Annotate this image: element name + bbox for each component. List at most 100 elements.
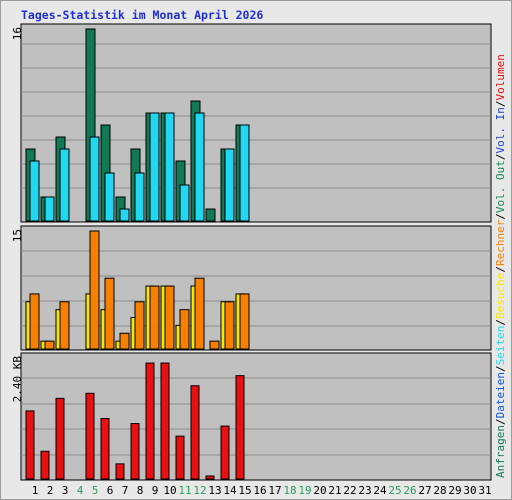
bar-volumen-day-9 bbox=[145, 362, 155, 480]
x-tick-label-day-5: 5 bbox=[92, 484, 99, 497]
bar-rechner-day-3 bbox=[59, 301, 70, 350]
x-tick-label-day-6: 6 bbox=[107, 484, 114, 497]
bar-seiten-day-12 bbox=[194, 112, 205, 222]
x-tick-label-day-30: 30 bbox=[463, 484, 476, 497]
legend-separator: / bbox=[494, 213, 507, 220]
legend-separator: / bbox=[494, 266, 507, 273]
x-tick-label-day-23: 23 bbox=[358, 484, 371, 497]
legend-item-besuche: Besuche bbox=[494, 273, 507, 319]
x-axis-labels: 1 2 3 4 5 6 7 8 9 10 11 12 13 14 15 16 17 18 19 20 21 22 23 24 2… bbox=[32, 484, 492, 497]
bar-volumen-day-15 bbox=[235, 375, 245, 480]
x-tick-label-day-2: 2 bbox=[47, 484, 54, 497]
x-tick-label-day-31: 31 bbox=[478, 484, 491, 497]
bar-volumen-day-3 bbox=[55, 397, 65, 480]
y-tick-label: 16 bbox=[11, 27, 24, 40]
bar-rechner-day-1 bbox=[29, 293, 40, 350]
bar-seiten-day-6 bbox=[104, 172, 115, 222]
x-tick-label-day-15: 15 bbox=[238, 484, 251, 497]
x-tick-label-day-25: 25 bbox=[388, 484, 401, 497]
legend-item-anfragen: Anfragen bbox=[494, 425, 507, 478]
bar-rechner-day-15 bbox=[239, 293, 250, 350]
vertical-legend: Anfragen/Dateien/Seiten/Besuche/Rechner/… bbox=[494, 54, 507, 478]
x-tick-label-day-19: 19 bbox=[298, 484, 311, 497]
x-tick-label-day-10: 10 bbox=[163, 484, 176, 497]
x-tick-label-day-14: 14 bbox=[223, 484, 237, 497]
panel-background bbox=[20, 352, 492, 481]
x-tick-label-day-24: 24 bbox=[373, 484, 387, 497]
bar-volumen-day-7 bbox=[115, 463, 125, 480]
bar-volumen-day-13 bbox=[205, 475, 215, 480]
x-tick-label-day-8: 8 bbox=[137, 484, 144, 497]
x-tick-label-day-17: 17 bbox=[268, 484, 281, 497]
bar-rechner-day-10 bbox=[164, 285, 175, 350]
bar-seiten-day-14 bbox=[224, 148, 235, 222]
bar-rechner-day-6 bbox=[104, 277, 115, 350]
legend-separator: / bbox=[494, 153, 507, 160]
bar-volumen-day-8 bbox=[130, 423, 140, 480]
bar-seiten-day-1 bbox=[29, 160, 40, 222]
bar-rechner-day-8 bbox=[134, 301, 145, 350]
chart-panel-middle: 15 bbox=[11, 225, 492, 351]
bar-volumen-day-2 bbox=[40, 450, 50, 480]
bar-rechner-day-9 bbox=[149, 285, 160, 350]
legend-item-vol-out: Vol. Out bbox=[494, 160, 507, 213]
legend-item-dateien: Dateien bbox=[494, 372, 507, 418]
bar-seiten-day-9 bbox=[149, 112, 160, 222]
bar-volumen-day-1 bbox=[25, 410, 35, 480]
x-tick-label-day-18: 18 bbox=[283, 484, 296, 497]
bar-seiten-day-8 bbox=[134, 172, 145, 222]
x-tick-label-day-7: 7 bbox=[122, 484, 129, 497]
x-tick-label-day-26: 26 bbox=[403, 484, 416, 497]
x-tick-label-day-27: 27 bbox=[418, 484, 431, 497]
x-tick-label-day-22: 22 bbox=[343, 484, 356, 497]
bar-volumen-day-12 bbox=[190, 385, 200, 480]
bar-rechner-day-12 bbox=[194, 277, 205, 350]
bar-seiten-day-10 bbox=[164, 112, 175, 222]
chart-title: Tages-Statistik im Monat April 2026 bbox=[21, 8, 264, 22]
x-tick-label-day-21: 21 bbox=[328, 484, 341, 497]
x-tick-label-day-28: 28 bbox=[433, 484, 446, 497]
x-tick-label-day-16: 16 bbox=[253, 484, 266, 497]
bar-rechner-day-14 bbox=[224, 301, 235, 350]
bar-rechner-day-11 bbox=[179, 309, 190, 350]
chart-panel-bottom: 2.40 KB bbox=[11, 352, 492, 481]
bar-seiten-day-15 bbox=[239, 124, 250, 222]
legend-separator: / bbox=[494, 418, 507, 425]
bar-seiten-day-5 bbox=[89, 136, 100, 222]
x-tick-label-day-12: 12 bbox=[193, 484, 206, 497]
legend-item-seiten: Seiten bbox=[494, 326, 507, 366]
legend-item-vol-in: Vol. In bbox=[494, 107, 507, 153]
x-tick-label-day-20: 20 bbox=[313, 484, 326, 497]
y-tick-label: 2.40 KB bbox=[11, 356, 24, 403]
bar-seiten-day-2 bbox=[44, 196, 55, 222]
bar-rechner-day-5 bbox=[89, 230, 100, 350]
x-tick-label-day-9: 9 bbox=[152, 484, 159, 497]
bar-anfragen-day-13 bbox=[205, 208, 216, 222]
bar-volumen-day-14 bbox=[220, 425, 230, 480]
legend-separator: / bbox=[494, 365, 507, 372]
legend-separator: / bbox=[494, 100, 507, 107]
legend-item-rechner: Rechner bbox=[494, 219, 507, 266]
bar-volumen-day-10 bbox=[160, 362, 170, 480]
bar-seiten-day-7 bbox=[119, 208, 130, 222]
bar-volumen-day-5 bbox=[85, 392, 95, 480]
bar-rechner-day-2 bbox=[44, 340, 55, 350]
y-tick-label: 15 bbox=[11, 229, 24, 242]
chart-panel-top: 16 bbox=[11, 23, 492, 223]
legend-separator: / bbox=[494, 319, 507, 326]
bar-rechner-day-7 bbox=[119, 332, 130, 350]
bar-rechner-day-13 bbox=[209, 340, 220, 350]
bar-seiten-day-11 bbox=[179, 184, 190, 222]
x-tick-label-day-3: 3 bbox=[62, 484, 69, 497]
bar-volumen-day-6 bbox=[100, 418, 110, 480]
x-tick-label-day-1: 1 bbox=[32, 484, 39, 497]
x-tick-label-day-11: 11 bbox=[178, 484, 191, 497]
bar-volumen-day-11 bbox=[175, 435, 185, 480]
x-tick-label-day-13: 13 bbox=[208, 484, 221, 497]
x-tick-label-day-29: 29 bbox=[448, 484, 461, 497]
bar-seiten-day-3 bbox=[59, 148, 70, 222]
legend-item-volumen: Volumen bbox=[494, 54, 507, 100]
x-tick-label-day-4: 4 bbox=[77, 484, 84, 497]
